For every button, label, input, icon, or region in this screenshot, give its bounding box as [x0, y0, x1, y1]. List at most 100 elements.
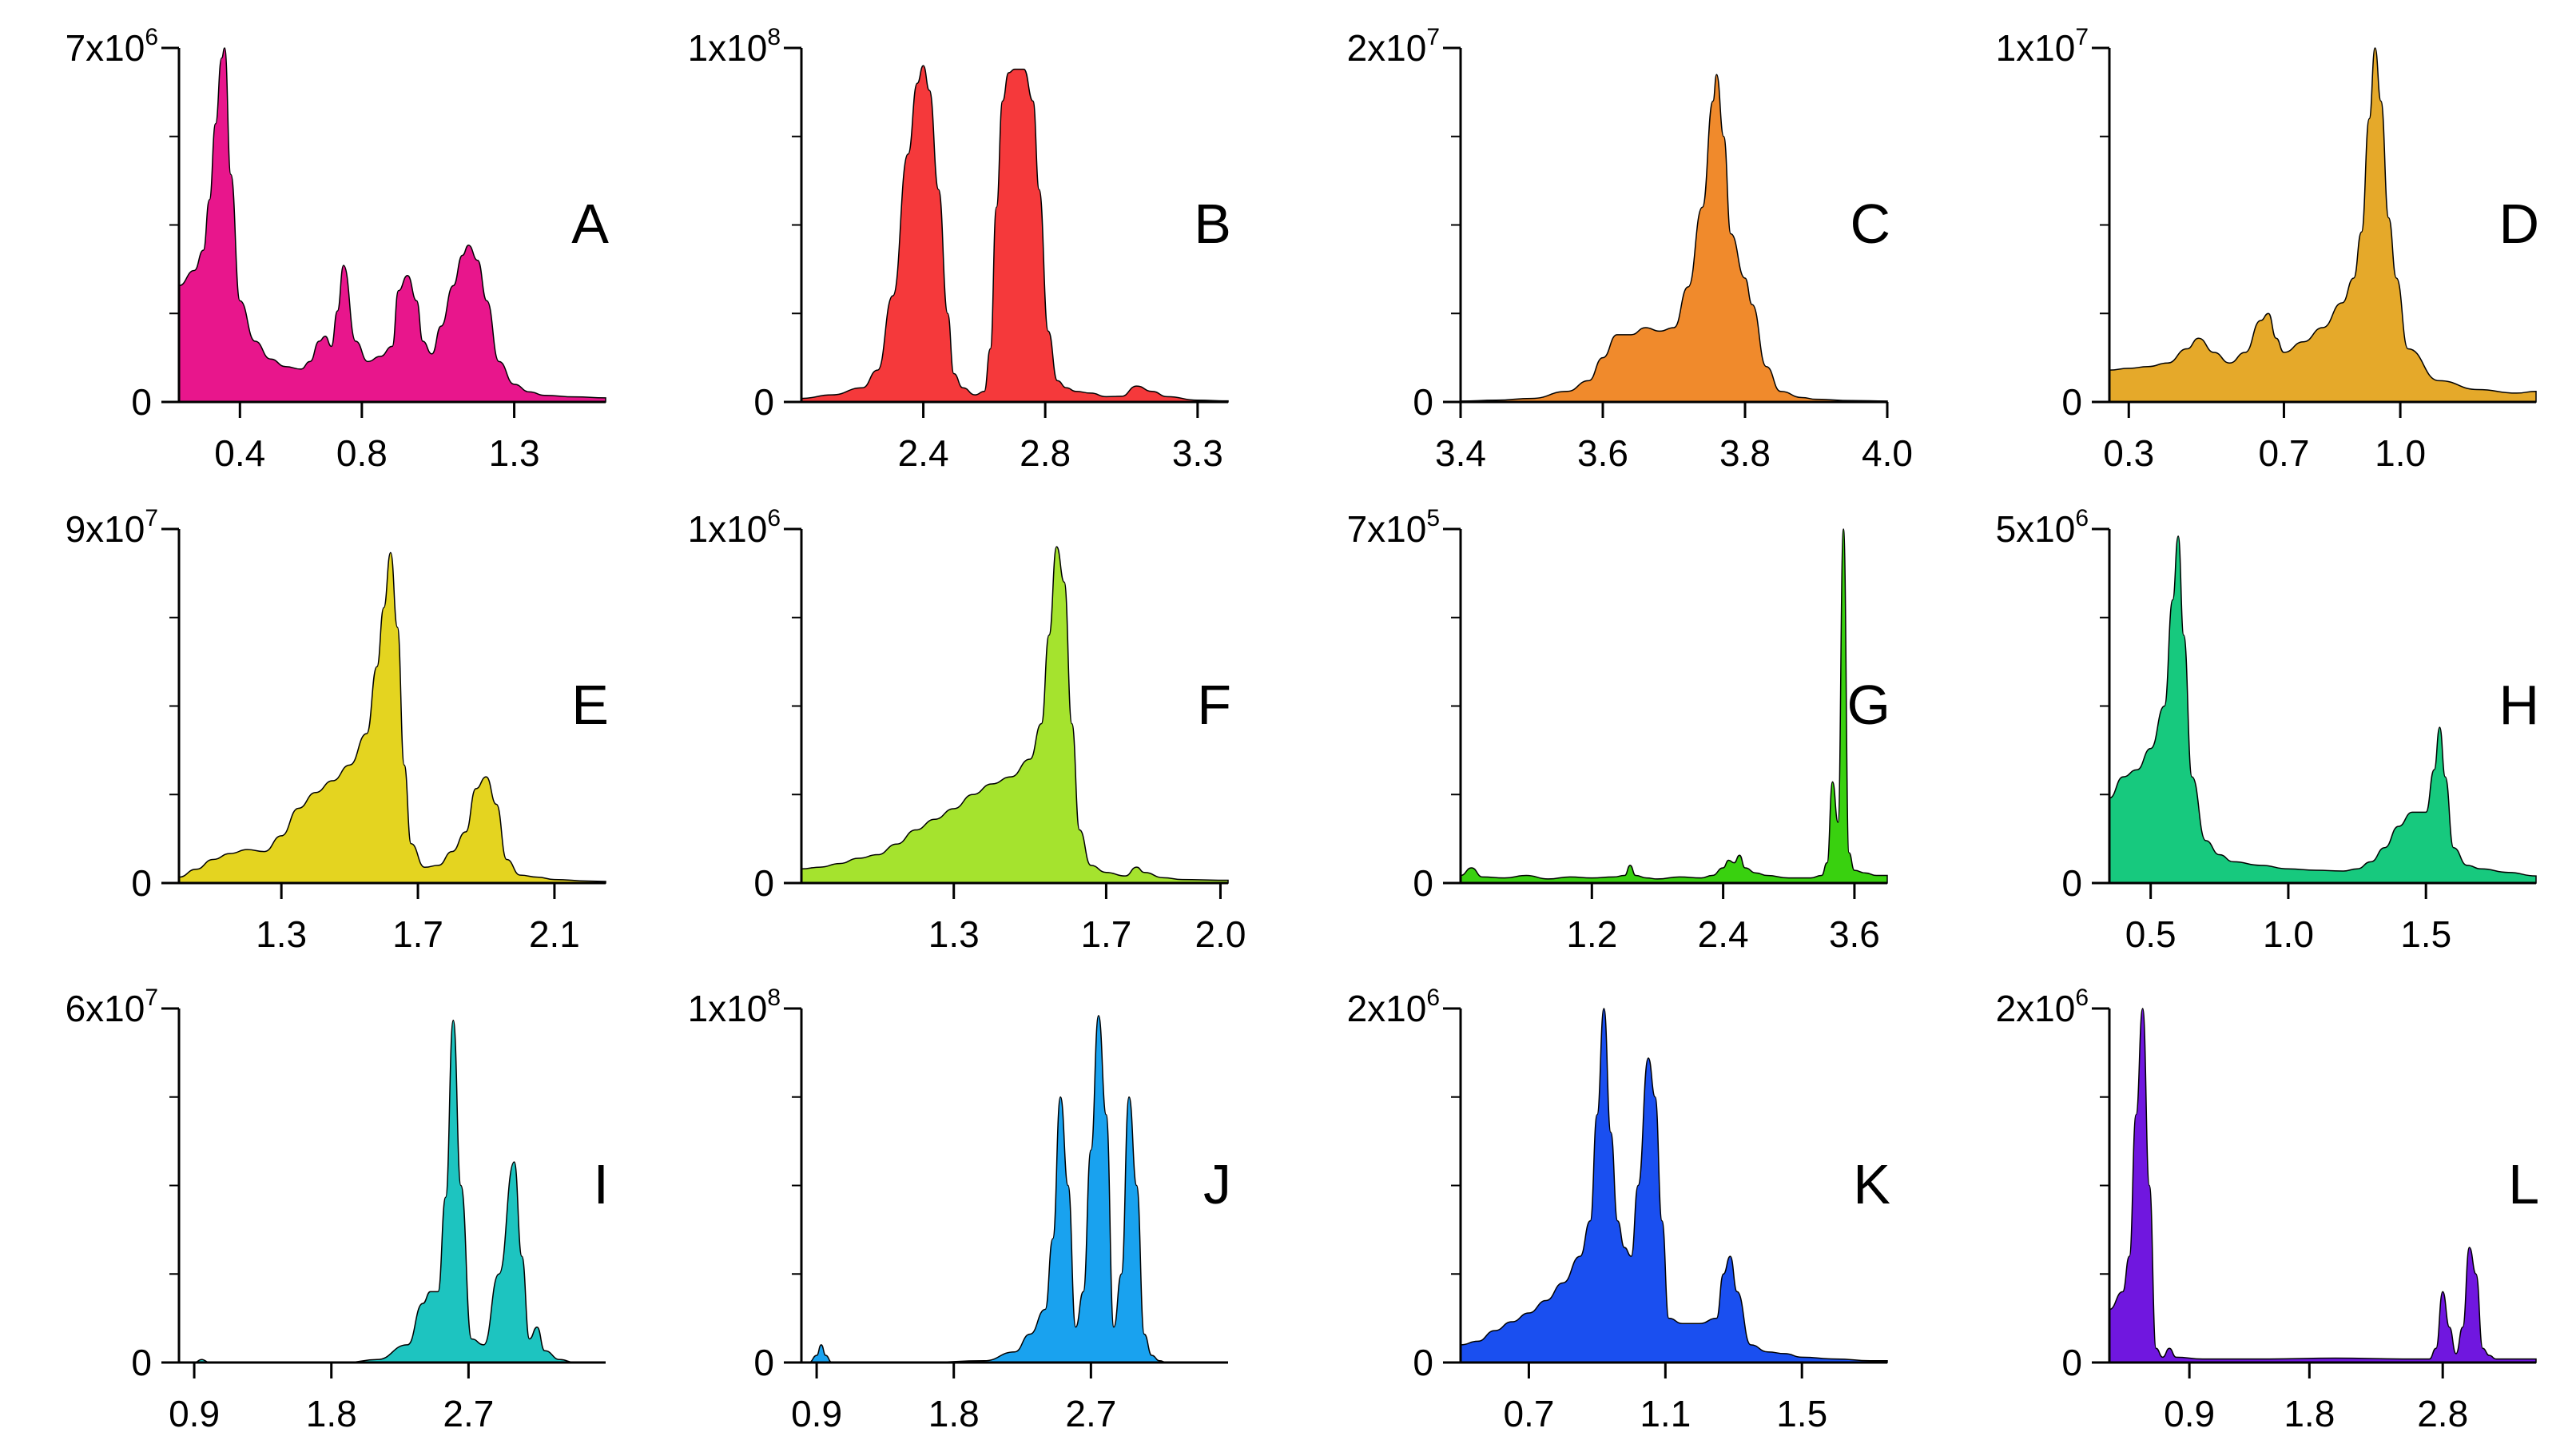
- panel-e-xtick-label: 1.3: [256, 913, 307, 955]
- panel-l-ymax-base: 2x10: [1996, 988, 2076, 1029]
- panel-j-ytick-label-max: 1x108: [688, 985, 781, 1029]
- panel-h-xtick-label: 0.5: [2125, 913, 2176, 955]
- panel-l-ymax-exponent: 6: [2075, 985, 2089, 1011]
- panel-a-area: [178, 47, 606, 403]
- panel-h-ymax-base: 5x10: [1996, 508, 2076, 550]
- panel-a-ymax-exponent: 6: [145, 24, 158, 50]
- panel-g-letter: G: [1847, 674, 1890, 736]
- panel-h-letter: H: [2498, 674, 2539, 736]
- panel-l-xtick-label: 2.8: [2417, 1393, 2468, 1434]
- panel-l-ytick-label-max: 2x106: [1996, 985, 2089, 1029]
- panel-c-xtick-label: 4.0: [1862, 432, 1913, 474]
- panel-b-xtick-label: 2.4: [898, 432, 949, 474]
- panel-j-area: [801, 1015, 1228, 1363]
- panel-l-area: [2109, 1008, 2537, 1363]
- panel-e-ytick-label-zero: 0: [131, 862, 152, 904]
- panel-l-letter: L: [2508, 1153, 2539, 1215]
- panel-k-ymax-exponent: 6: [1426, 985, 1440, 1011]
- panel-g-ymax-exponent: 5: [1426, 505, 1440, 531]
- panel-a-letter: A: [571, 193, 609, 255]
- panel-d-ymax-exponent: 7: [2075, 24, 2089, 50]
- panel-k-xtick-label: 0.7: [1503, 1393, 1554, 1434]
- panel-b-area: [801, 65, 1229, 403]
- panel-h-ytick-label-zero: 0: [2061, 862, 2082, 904]
- panel-h-area: [2109, 535, 2537, 884]
- panel-f-ymax-base: 1x10: [688, 508, 768, 550]
- panel-g-xtick-label: 2.4: [1698, 913, 1749, 955]
- panel-i-ymax-base: 6x10: [66, 988, 145, 1029]
- panel-a-xtick-label: 1.3: [489, 432, 540, 474]
- panel-d-area: [2109, 47, 2537, 403]
- panel-h-xtick-label: 1.0: [2263, 913, 2314, 955]
- panel-g-xtick-label: 3.6: [1829, 913, 1880, 955]
- panel-d-ytick-label-zero: 0: [2061, 381, 2082, 423]
- panel-f-ymax-exponent: 6: [767, 505, 781, 531]
- panel-k-ytick-label-zero: 0: [1413, 1342, 1433, 1383]
- panel-b-ymax-exponent: 8: [767, 24, 781, 50]
- panel-a-xtick-label: 0.4: [214, 432, 265, 474]
- panel-g-ytick-label-zero: 0: [1413, 862, 1433, 904]
- panel-e-ymax-base: 9x10: [66, 508, 145, 550]
- panel-d-ymax-base: 1x10: [1996, 27, 2076, 69]
- panel-e-xtick-label: 1.7: [392, 913, 443, 955]
- panel-j-xtick-label: 0.9: [791, 1393, 842, 1434]
- panel-j-xtick-label: 1.8: [928, 1393, 980, 1434]
- panel-j-letter: J: [1203, 1153, 1231, 1215]
- panel-c-xtick-label: 3.6: [1577, 432, 1628, 474]
- panel-a-ymax-base: 7x10: [66, 27, 145, 69]
- panel-g-xtick-label: 1.2: [1566, 913, 1617, 955]
- panel-d-letter: D: [2498, 193, 2539, 255]
- panel-i-ytick-label-max: 6x107: [66, 985, 158, 1029]
- panel-f-ytick-label-zero: 0: [753, 862, 774, 904]
- panel-i-ymax-exponent: 7: [145, 985, 158, 1011]
- panel-a-xtick-label: 0.8: [336, 432, 388, 474]
- panel-g-area: [1460, 528, 1888, 884]
- panel-j-ymax-exponent: 8: [767, 985, 781, 1011]
- panel-j-ymax-base: 1x10: [688, 988, 768, 1029]
- panel-d-xtick-label: 0.7: [2258, 432, 2309, 474]
- panel-c-area: [1460, 74, 1888, 403]
- panel-k-letter: K: [1853, 1153, 1890, 1215]
- panel-b-ytick-label-max: 1x108: [688, 24, 781, 69]
- panel-c-ytick-label-max: 2x107: [1347, 24, 1440, 69]
- panel-e-letter: E: [571, 674, 609, 736]
- panel-e-ymax-exponent: 7: [145, 505, 158, 531]
- panel-c-ymax-base: 2x10: [1347, 27, 1427, 69]
- panel-c-xtick-label: 3.8: [1719, 432, 1771, 474]
- panel-e-xtick-label: 2.1: [529, 913, 580, 955]
- panel-f-ytick-label-max: 1x106: [688, 505, 781, 550]
- panel-i-letter: I: [594, 1153, 609, 1215]
- panel-i-xtick-label: 0.9: [169, 1393, 220, 1434]
- panel-i-xtick-label: 2.7: [443, 1393, 494, 1434]
- panel-g-ymax-base: 7x10: [1347, 508, 1427, 550]
- panel-j-xtick-label: 2.7: [1065, 1393, 1116, 1434]
- panel-a-ytick-label-zero: 0: [131, 381, 152, 423]
- panel-j-ytick-label-zero: 0: [753, 1342, 774, 1383]
- panel-d-ytick-label-max: 1x107: [1996, 24, 2089, 69]
- panel-c-letter: C: [1850, 193, 1890, 255]
- panel-b-xtick-label: 2.8: [1020, 432, 1071, 474]
- panel-i-area: [178, 1020, 606, 1363]
- panel-i-ytick-label-zero: 0: [131, 1342, 152, 1383]
- panel-l-ytick-label-zero: 0: [2061, 1342, 2082, 1383]
- panel-d-xtick-label: 1.0: [2375, 432, 2426, 474]
- panel-g-ytick-label-max: 7x105: [1347, 505, 1440, 550]
- panel-h-ymax-exponent: 6: [2075, 505, 2089, 531]
- panel-b-ytick-label-zero: 0: [753, 381, 774, 423]
- panel-l-xtick-label: 0.9: [2164, 1393, 2215, 1434]
- panel-k-ytick-label-max: 2x106: [1347, 985, 1440, 1029]
- panel-c-xtick-label: 3.4: [1435, 432, 1486, 474]
- panel-c-ytick-label-zero: 0: [1413, 381, 1433, 423]
- panel-b-letter: B: [1194, 193, 1231, 255]
- panel-l-xtick-label: 1.8: [2284, 1393, 2335, 1434]
- panel-k-xtick-label: 1.1: [1640, 1393, 1691, 1434]
- panel-f-xtick-label: 2.0: [1195, 913, 1246, 955]
- panel-h-ytick-label-max: 5x106: [1996, 505, 2089, 550]
- panel-f-xtick-label: 1.7: [1080, 913, 1131, 955]
- panel-d-xtick-label: 0.3: [2103, 432, 2154, 474]
- panel-b-ymax-base: 1x10: [688, 27, 768, 69]
- panel-e-area: [178, 551, 606, 884]
- panel-k-xtick-label: 1.5: [1776, 1393, 1827, 1434]
- panel-a-ytick-label-max: 7x106: [66, 24, 158, 69]
